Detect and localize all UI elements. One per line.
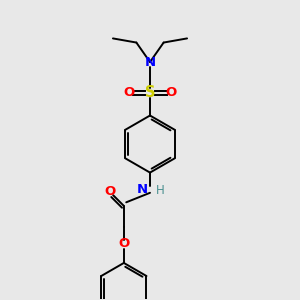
Text: O: O bbox=[104, 185, 115, 198]
Text: O: O bbox=[166, 86, 177, 99]
Text: O: O bbox=[123, 86, 134, 99]
Text: N: N bbox=[144, 56, 156, 68]
Text: S: S bbox=[145, 85, 155, 100]
Text: O: O bbox=[118, 237, 130, 250]
Text: N: N bbox=[136, 183, 148, 196]
Text: H: H bbox=[156, 184, 165, 197]
